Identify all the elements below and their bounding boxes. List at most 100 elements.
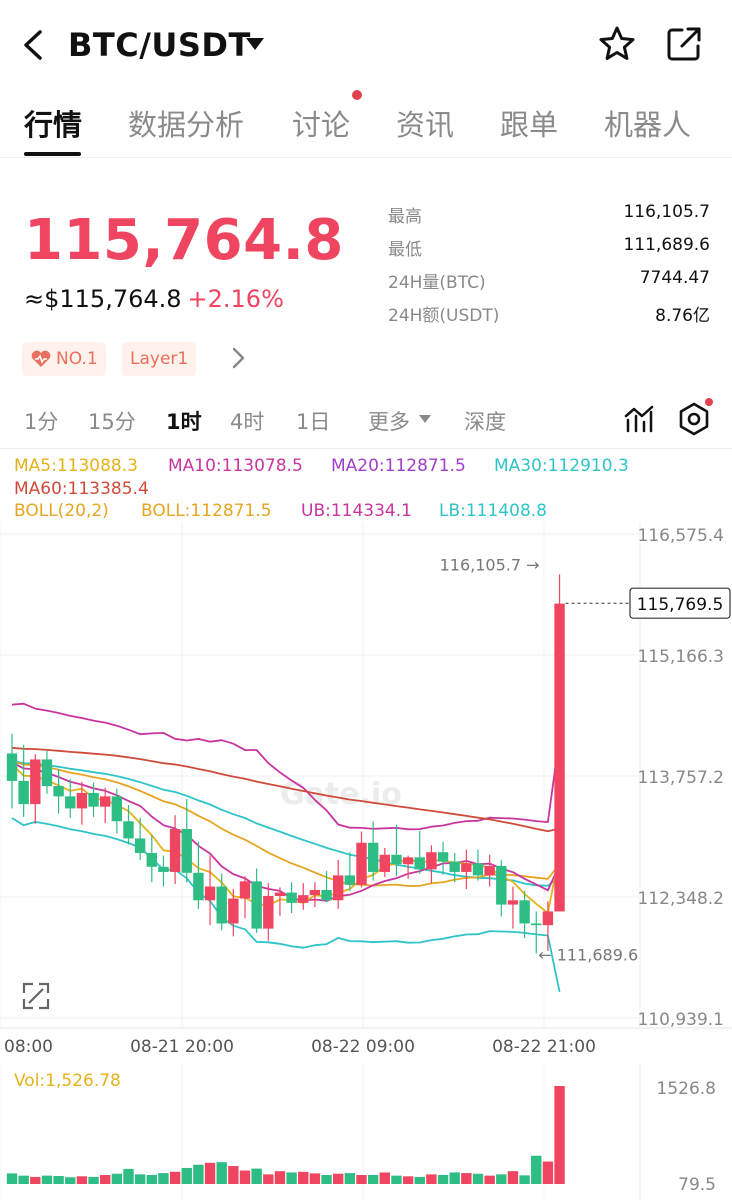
x-axis-label: 08-21 20:00 bbox=[130, 1037, 234, 1057]
candle bbox=[274, 892, 286, 896]
candle bbox=[100, 796, 111, 807]
candle bbox=[414, 857, 425, 870]
volume-bar bbox=[391, 1175, 402, 1184]
volume-bar bbox=[426, 1174, 437, 1184]
volume-bar bbox=[146, 1175, 157, 1184]
usd-price: ≈$115,764.8 bbox=[24, 285, 182, 313]
candle bbox=[449, 861, 460, 872]
settings-icon[interactable] bbox=[678, 402, 710, 436]
volume-bar bbox=[519, 1175, 530, 1184]
volume-bar bbox=[321, 1175, 332, 1184]
candle bbox=[146, 853, 157, 867]
candle bbox=[53, 786, 64, 797]
volume-bar bbox=[449, 1172, 460, 1184]
candle bbox=[531, 923, 542, 926]
tag-category[interactable]: Layer1 bbox=[122, 342, 197, 376]
candle bbox=[379, 854, 390, 872]
volume-bar bbox=[134, 1174, 146, 1184]
stat-label: 24H量(BTC) bbox=[388, 273, 486, 293]
volume-bar bbox=[193, 1164, 204, 1184]
tag-rank[interactable]: NO.1 bbox=[22, 342, 106, 376]
current-price-label: 115,769.5 bbox=[637, 595, 724, 615]
change-percent: +2.16% bbox=[187, 285, 284, 313]
timeframe-1d[interactable]: 1日 bbox=[296, 410, 331, 434]
chevron-down-icon[interactable] bbox=[246, 38, 264, 50]
candle bbox=[123, 821, 134, 839]
volume-bar bbox=[379, 1172, 390, 1184]
volume-bar bbox=[333, 1173, 344, 1184]
tab-bots[interactable]: 机器人 bbox=[604, 108, 692, 142]
tag-label: NO.1 bbox=[56, 349, 98, 369]
volume-bar bbox=[216, 1162, 227, 1184]
star-icon[interactable] bbox=[597, 24, 637, 64]
notification-dot bbox=[705, 398, 713, 406]
expand-icon-corner bbox=[22, 999, 33, 1010]
stat-row-turnover: 24H额(USDT) 8.76亿 bbox=[388, 301, 710, 334]
timeframe-more[interactable]: 更多 bbox=[368, 410, 410, 434]
tab-market[interactable]: 行情 bbox=[24, 108, 83, 142]
candle bbox=[216, 886, 227, 924]
volume-chart[interactable]: Vol:1,526.78 1526.8 79.5 bbox=[0, 1064, 732, 1200]
candle bbox=[402, 857, 414, 865]
stat-value: 7744.47 bbox=[639, 268, 710, 288]
candle bbox=[461, 863, 472, 872]
tab-discussion[interactable]: 讨论 bbox=[292, 108, 351, 142]
candle bbox=[76, 792, 88, 809]
expand-icon-corner bbox=[39, 999, 50, 1010]
candle bbox=[6, 753, 18, 781]
stat-value: 111,689.6 bbox=[623, 235, 710, 255]
timeframe-1h[interactable]: 1时 bbox=[166, 410, 202, 434]
candle bbox=[158, 866, 169, 872]
timeframe-4h[interactable]: 4时 bbox=[230, 410, 265, 434]
candle bbox=[18, 780, 29, 805]
tab-news[interactable]: 资讯 bbox=[396, 108, 455, 142]
stat-value: 116,105.7 bbox=[623, 202, 710, 222]
volume-bar bbox=[169, 1171, 181, 1184]
candle bbox=[484, 865, 495, 876]
chart-type-icon[interactable] bbox=[624, 404, 654, 434]
pair-title[interactable]: BTC/USDT bbox=[68, 26, 251, 64]
volume-bar bbox=[239, 1170, 251, 1184]
candle bbox=[507, 900, 519, 905]
volume-bar bbox=[41, 1175, 53, 1184]
tab-copy-trading[interactable]: 跟单 bbox=[500, 108, 559, 142]
y-axis-label: 115,166.3 bbox=[637, 647, 724, 667]
candle bbox=[309, 889, 321, 896]
chevron-left-icon[interactable] bbox=[18, 26, 48, 64]
candle bbox=[542, 911, 554, 926]
y-axis-label: 110,939.1 bbox=[637, 1010, 724, 1030]
volume-bar bbox=[53, 1175, 64, 1184]
x-axis-label: 08:00 bbox=[4, 1037, 53, 1057]
chevron-right-icon[interactable] bbox=[228, 345, 248, 371]
candle bbox=[228, 898, 239, 924]
candlestick-chart[interactable]: Gate.io 116,575.4 115,166.3 113,757.2 112,34… bbox=[0, 522, 732, 1062]
stat-row-low: 最低 111,689.6 bbox=[388, 235, 710, 268]
expand-icon bbox=[22, 982, 50, 1010]
volume-bar bbox=[554, 1086, 565, 1184]
indicator-boll: BOLL(20,2) bbox=[14, 501, 109, 521]
share-icon[interactable] bbox=[664, 24, 704, 64]
volume-bar bbox=[531, 1155, 542, 1184]
timeframe-15m[interactable]: 15分 bbox=[88, 410, 136, 434]
candle bbox=[321, 889, 332, 901]
tab-data-analysis[interactable]: 数据分析 bbox=[128, 108, 245, 142]
volume-bar bbox=[251, 1168, 262, 1184]
y-axis-label: 116,575.4 bbox=[637, 526, 724, 546]
watermark-logo: Gate.io bbox=[280, 777, 402, 812]
volume-bar bbox=[402, 1176, 414, 1184]
stat-row-volume: 24H量(BTC) 7744.47 bbox=[388, 268, 710, 301]
indicator-ma60: MA60:113385.4 bbox=[14, 479, 149, 499]
volume-bar bbox=[507, 1171, 519, 1184]
stat-row-high: 最高 116,105.7 bbox=[388, 202, 710, 235]
depth-tab[interactable]: 深度 bbox=[464, 410, 506, 434]
volume-bar bbox=[356, 1175, 367, 1184]
timeframe-1m[interactable]: 1分 bbox=[24, 410, 59, 434]
x-axis-label: 08-22 09:00 bbox=[311, 1037, 415, 1057]
volume-bar bbox=[344, 1173, 356, 1184]
volume-bar bbox=[496, 1174, 507, 1184]
heart-icon bbox=[31, 350, 51, 367]
volume-bar bbox=[542, 1161, 554, 1184]
stat-value: 8.76亿 bbox=[655, 306, 710, 326]
x-axis-label: 08-22 21:00 bbox=[492, 1037, 596, 1057]
expand-icon-diagonal bbox=[28, 988, 44, 1004]
